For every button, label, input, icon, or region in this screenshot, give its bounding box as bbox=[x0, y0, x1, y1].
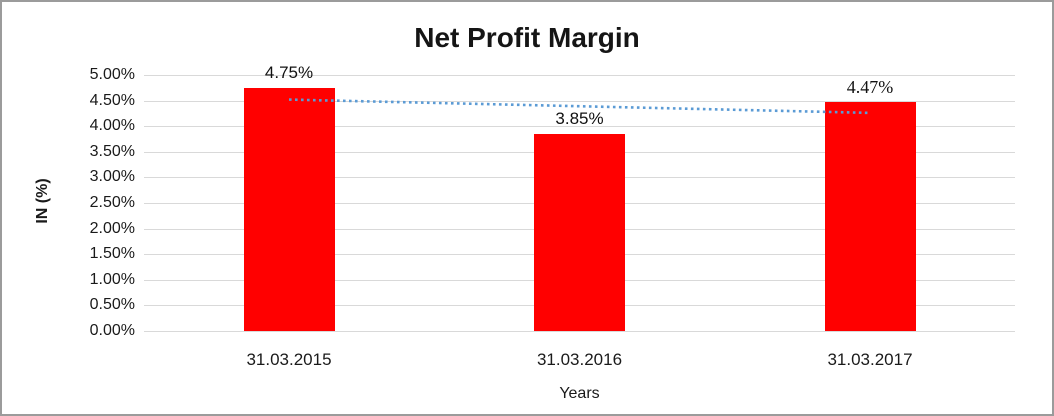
y-tick-label: 2.00% bbox=[89, 219, 135, 237]
bar-31.03.2015 bbox=[243, 87, 335, 331]
gridline bbox=[144, 100, 1015, 102]
y-tick-label: 2.50% bbox=[89, 194, 135, 211]
y-tick-label: 4.50% bbox=[89, 91, 135, 109]
y-tick-label: 3.50% bbox=[89, 142, 135, 160]
bar-31.03.2017 bbox=[824, 102, 916, 331]
gridline bbox=[144, 75, 1015, 76]
y-tick-label: 0.00% bbox=[89, 322, 135, 339]
y-tick-label: 5.00% bbox=[89, 66, 135, 83]
bar-value-label: 4.47% bbox=[846, 77, 894, 98]
trendline bbox=[288, 98, 871, 115]
x-tick-label: 31.03.2016 bbox=[536, 350, 623, 369]
y-tick-label: 4.00% bbox=[89, 117, 135, 135]
x-tick-label: 31.03.2017 bbox=[827, 350, 913, 369]
y-tick-label: 3.00% bbox=[89, 168, 135, 186]
plot-area bbox=[144, 75, 1015, 332]
y-tick-label: 1.00% bbox=[89, 270, 135, 288]
chart-title: Net Profit Margin bbox=[414, 22, 640, 53]
bar-value-label: 4.75% bbox=[264, 62, 314, 82]
gridline bbox=[144, 126, 1015, 128]
y-tick-label: 1.50% bbox=[89, 245, 135, 263]
x-axis-title: Years bbox=[559, 385, 600, 402]
x-tick-label: 31.03.2015 bbox=[246, 350, 332, 369]
bar-value-label: 3.85% bbox=[555, 108, 604, 128]
gridline bbox=[144, 331, 1015, 332]
bar-31.03.2016 bbox=[534, 133, 625, 331]
y-tick-label: 0.50% bbox=[89, 296, 135, 314]
